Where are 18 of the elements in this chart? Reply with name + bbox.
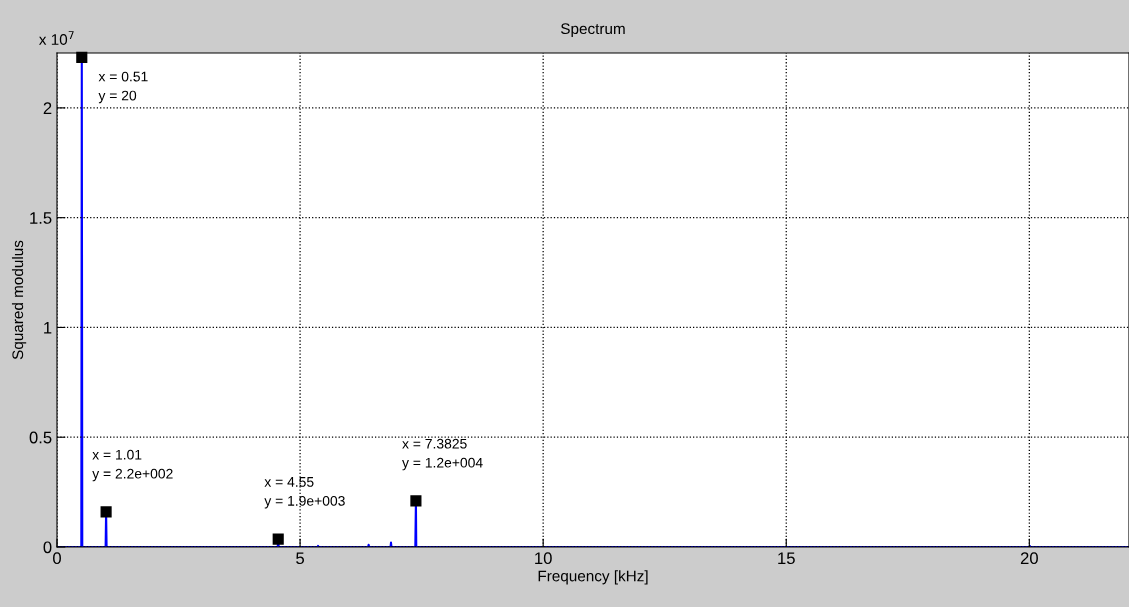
x-tick-label: 10 [535,552,552,565]
annotation: x = 4.55 y = 1.9e+003 [264,477,345,509]
x-tick-label: 20 [1020,552,1038,565]
y-tick-label: 1 [44,322,52,334]
annotation: x = 7.3825 y = 1.2e+004 [402,438,483,471]
x-tick-label: 5 [296,552,305,565]
text: x 10$^{7}$ [38,31,74,45]
y-axis-title: Squared modulus [11,240,27,360]
annotation: x = 1.01 y = 2.2e+002 [92,449,173,482]
y-tick-label: 0 [43,541,52,554]
annotation: x = 0.51 y = 20 [98,71,148,104]
x-tick-label: 15 [778,552,795,565]
x-tick-label: 0 [53,552,61,565]
y-tick-label: 1.5 [30,212,52,224]
x-axis-title: Frequency [kHz] [538,570,648,585]
chart-title: Spectrum [561,23,625,38]
y-tick-label: 2 [43,102,52,114]
y-tick-label: 0.5 [29,431,52,444]
